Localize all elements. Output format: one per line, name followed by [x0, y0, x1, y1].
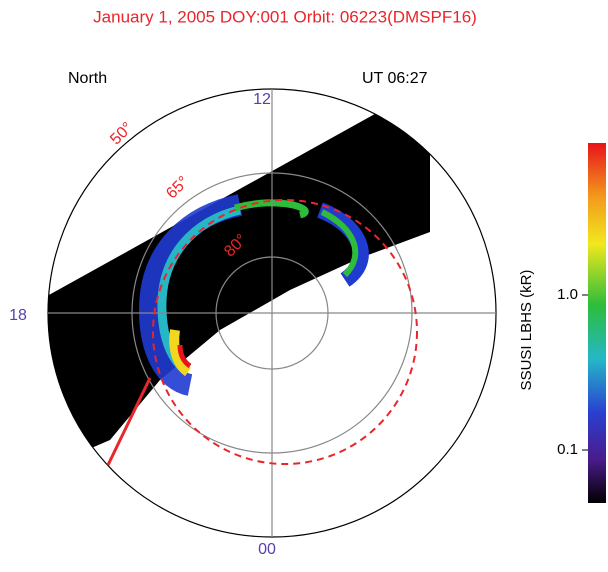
- colorbar: [588, 143, 606, 503]
- time-label: UT 06:27: [362, 70, 428, 87]
- figure: January 1, 2005 DOY:001 Orbit: 06223(DMS…: [0, 0, 608, 567]
- latitude-label: 50°: [107, 119, 136, 148]
- title: January 1, 2005 DOY:001 Orbit: 06223(DMS…: [93, 7, 477, 26]
- colorbar-title: SSUSI LBHS (kR): [518, 270, 535, 391]
- hemisphere-label: North: [68, 70, 107, 87]
- colorbar-tick-label: 1.0: [557, 286, 578, 303]
- latitude-label: 65°: [163, 173, 192, 202]
- mlt-label: 00: [258, 541, 276, 558]
- mlt-label: 18: [9, 307, 27, 324]
- mlt-label: 12: [253, 91, 271, 108]
- colorbar-tick-label: 0.1: [557, 441, 578, 458]
- swath: [40, 110, 430, 470]
